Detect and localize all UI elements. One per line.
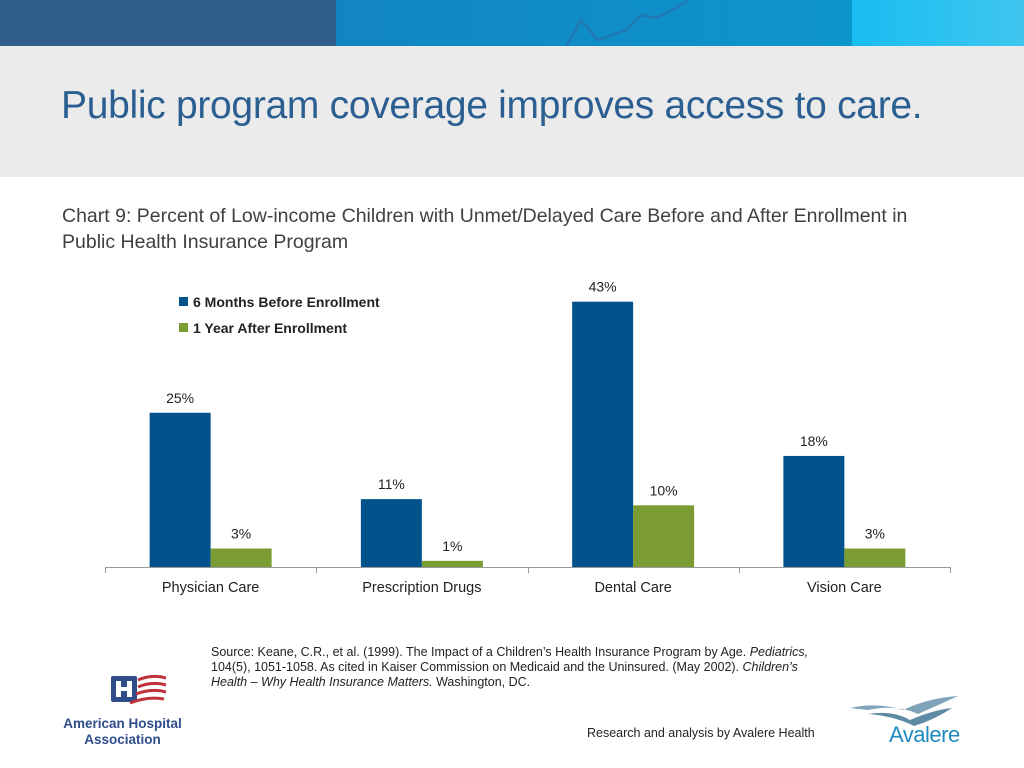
x-tick-label: Physician Care <box>162 580 260 596</box>
data-label: 3% <box>231 525 251 541</box>
bar-before <box>360 499 422 567</box>
source-text-3: Washington, DC. <box>432 675 531 689</box>
bar-before <box>149 412 211 567</box>
source-text-2: 104(5), 1051-1058. As cited in Kaiser Co… <box>211 660 743 674</box>
source-report: Children’s Health – Why Health Insurance… <box>211 660 798 689</box>
data-label: 25% <box>166 390 194 406</box>
data-label: 18% <box>800 433 828 449</box>
bar-after <box>844 548 906 567</box>
data-label: 11% <box>378 476 405 492</box>
legend-label: 1 Year After Enrollment <box>193 320 347 336</box>
banner-right <box>852 0 1024 46</box>
data-label: 1% <box>442 538 462 554</box>
legend-swatch <box>179 323 188 332</box>
bar-after <box>210 548 272 567</box>
bar-after <box>633 505 695 567</box>
title-band <box>0 46 1024 177</box>
x-tick-label: Dental Care <box>594 580 671 596</box>
bar-before <box>572 301 634 567</box>
banner-left <box>0 0 336 46</box>
source-journal: Pediatrics, <box>749 645 809 659</box>
legend-swatch <box>179 297 188 306</box>
bar-before <box>783 455 845 567</box>
american-hospital-association-logo-icon <box>111 674 167 705</box>
plot-area: 25% 3% Physician Care 11% 1% Prescription Dru… <box>105 279 951 596</box>
legend-label: 6 Months Before Enrollment <box>193 294 380 310</box>
header-banner <box>0 0 1024 46</box>
data-label: 3% <box>865 525 885 541</box>
page-title: Public program coverage improves access … <box>61 84 923 127</box>
research-credit: Research and analysis by Avalere Health <box>587 726 815 740</box>
avalere-name: Avalere <box>889 722 960 747</box>
x-tick-label: Vision Care <box>807 580 882 596</box>
avalere-logo-icon <box>850 696 958 726</box>
aha-name: American Hospital Association <box>63 716 182 747</box>
data-label: 43% <box>589 279 617 295</box>
legend: 6 Months Before Enrollment 1 Year After E… <box>179 294 380 336</box>
source-text-1: Source: Keane, C.R., et al. (1999). The … <box>211 645 750 659</box>
data-label: 10% <box>650 482 678 498</box>
bar-after <box>421 560 483 567</box>
chart-title: Chart 9: Percent of Low-income Children … <box>62 205 908 253</box>
banner-trend-graphic <box>564 0 689 46</box>
source-citation: Source: Keane, C.R., et al. (1999). The … <box>211 645 811 690</box>
banner-middle <box>336 0 852 46</box>
x-tick-label: Prescription Drugs <box>362 580 481 596</box>
